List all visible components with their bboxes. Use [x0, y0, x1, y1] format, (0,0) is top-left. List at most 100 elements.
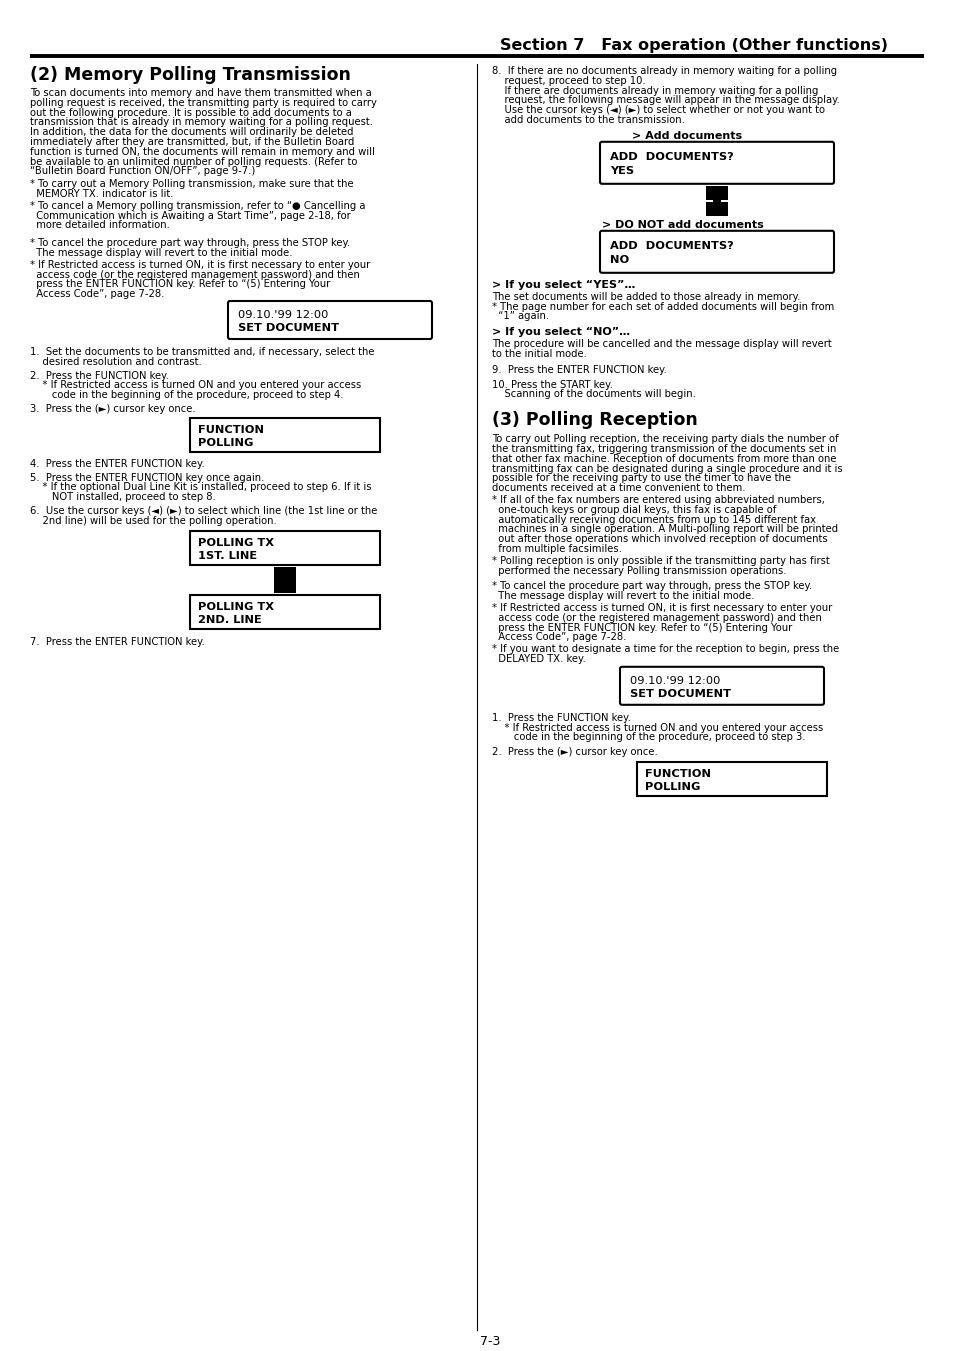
- Text: “Bulletin Board Function ON/OFF”, page 9-7.): “Bulletin Board Function ON/OFF”, page 9…: [30, 166, 255, 177]
- Text: press the ENTER FUNCTION key. Refer to “(5) Entering Your: press the ENTER FUNCTION key. Refer to “…: [30, 280, 330, 289]
- Text: transmitting fax can be designated during a single procedure and it is: transmitting fax can be designated durin…: [492, 463, 841, 474]
- Text: POLLING TX: POLLING TX: [198, 538, 274, 547]
- Text: POLLING TX: POLLING TX: [198, 601, 274, 612]
- Text: code in the beginning of the procedure, proceed to step 3.: code in the beginning of the procedure, …: [492, 732, 804, 743]
- Text: ADD  DOCUMENTS?: ADD DOCUMENTS?: [609, 151, 733, 162]
- Text: POLLING: POLLING: [644, 782, 700, 792]
- Text: that other fax machine. Reception of documents from more than one: that other fax machine. Reception of doc…: [492, 454, 836, 463]
- Text: more detailed information.: more detailed information.: [30, 220, 170, 231]
- Text: machines in a single operation. A Multi-polling report will be printed: machines in a single operation. A Multi-…: [492, 524, 838, 535]
- Text: The message display will revert to the initial mode.: The message display will revert to the i…: [492, 592, 754, 601]
- Text: polling request is received, the transmitting party is required to carry: polling request is received, the transmi…: [30, 97, 376, 108]
- Text: 5.  Press the ENTER FUNCTION key once again.: 5. Press the ENTER FUNCTION key once aga…: [30, 473, 264, 482]
- Text: * If Restricted access is turned ON and you entered your access: * If Restricted access is turned ON and …: [30, 381, 361, 390]
- Text: * If the optional Dual Line Kit is installed, proceed to step 6. If it is: * If the optional Dual Line Kit is insta…: [30, 482, 371, 492]
- Text: Use the cursor keys (◄) (►) to select whether or not you want to: Use the cursor keys (◄) (►) to select wh…: [492, 105, 824, 115]
- Text: Communication which is Awaiting a Start Time”, page 2-18, for: Communication which is Awaiting a Start …: [30, 211, 351, 220]
- FancyBboxPatch shape: [599, 231, 833, 273]
- Text: In addition, the data for the documents will ordinarily be deleted: In addition, the data for the documents …: [30, 127, 354, 138]
- Text: If there are documents already in memory waiting for a polling: If there are documents already in memory…: [492, 85, 818, 96]
- Text: 1.  Set the documents to be transmitted and, if necessary, select the: 1. Set the documents to be transmitted a…: [30, 347, 375, 357]
- Text: The procedure will be cancelled and the message display will revert: The procedure will be cancelled and the …: [492, 339, 831, 349]
- Text: 3.  Press the (►) cursor key once.: 3. Press the (►) cursor key once.: [30, 404, 195, 413]
- Polygon shape: [705, 186, 727, 216]
- Text: 7.  Press the ENTER FUNCTION key.: 7. Press the ENTER FUNCTION key.: [30, 636, 205, 647]
- Text: POLLING: POLLING: [198, 438, 253, 447]
- Bar: [190, 594, 379, 628]
- Text: * If all of the fax numbers are entered using abbreviated numbers,: * If all of the fax numbers are entered …: [492, 494, 824, 505]
- Text: > If you select “NO”…: > If you select “NO”…: [492, 327, 630, 338]
- Text: documents received at a time convenient to them.: documents received at a time convenient …: [492, 484, 744, 493]
- Text: 2nd line) will be used for the polling operation.: 2nd line) will be used for the polling o…: [30, 516, 276, 526]
- FancyBboxPatch shape: [228, 301, 432, 339]
- Text: from multiple facsimiles.: from multiple facsimiles.: [492, 544, 621, 554]
- FancyBboxPatch shape: [619, 667, 823, 705]
- Bar: [190, 531, 379, 565]
- Text: To scan documents into memory and have them transmitted when a: To scan documents into memory and have t…: [30, 88, 372, 99]
- Text: access code (or the registered management password) and then: access code (or the registered managemen…: [492, 613, 821, 623]
- Text: access code (or the registered management password) and then: access code (or the registered managemen…: [30, 270, 359, 280]
- Text: * To cancel the procedure part way through, press the STOP key.: * To cancel the procedure part way throu…: [30, 238, 350, 249]
- Text: DELAYED TX. key.: DELAYED TX. key.: [492, 654, 585, 663]
- Text: be available to an unlimited number of polling requests. (Refer to: be available to an unlimited number of p…: [30, 157, 357, 166]
- Text: > Add documents: > Add documents: [631, 131, 741, 141]
- Text: function is turned ON, the documents will remain in memory and will: function is turned ON, the documents wil…: [30, 147, 375, 157]
- Text: the transmitting fax, triggering transmission of the documents set in: the transmitting fax, triggering transmi…: [492, 444, 836, 454]
- Text: request, the following message will appear in the message display.: request, the following message will appe…: [492, 96, 839, 105]
- Text: > If you select “YES”…: > If you select “YES”…: [492, 280, 635, 290]
- Text: * Polling reception is only possible if the transmitting party has first: * Polling reception is only possible if …: [492, 555, 829, 566]
- Text: out after those operations which involved reception of documents: out after those operations which involve…: [492, 534, 827, 544]
- Text: NO: NO: [609, 255, 629, 265]
- Text: FUNCTION: FUNCTION: [198, 424, 264, 435]
- Text: 6.  Use the cursor keys (◄) (►) to select which line (the 1st line or the: 6. Use the cursor keys (◄) (►) to select…: [30, 507, 377, 516]
- Text: press the ENTER FUNCTION key. Refer to “(5) Entering Your: press the ENTER FUNCTION key. Refer to “…: [492, 623, 791, 632]
- Text: SET DOCUMENT: SET DOCUMENT: [629, 689, 730, 698]
- Text: 2.  Press the FUNCTION key.: 2. Press the FUNCTION key.: [30, 370, 169, 381]
- Text: FUNCTION: FUNCTION: [644, 769, 710, 780]
- Text: 8.  If there are no documents already in memory waiting for a polling: 8. If there are no documents already in …: [492, 66, 836, 76]
- Text: (2) Memory Polling Transmission: (2) Memory Polling Transmission: [30, 66, 351, 84]
- Text: The set documents will be added to those already in memory.: The set documents will be added to those…: [492, 292, 800, 301]
- Text: 2.  Press the (►) cursor key once.: 2. Press the (►) cursor key once.: [492, 747, 657, 757]
- Text: Access Code”, page 7-28.: Access Code”, page 7-28.: [30, 289, 164, 299]
- Text: out the following procedure. It is possible to add documents to a: out the following procedure. It is possi…: [30, 108, 352, 118]
- Polygon shape: [274, 566, 295, 593]
- Text: MEMORY TX. indicator is lit.: MEMORY TX. indicator is lit.: [30, 189, 173, 199]
- Text: * If Restricted access is turned ON and you entered your access: * If Restricted access is turned ON and …: [492, 723, 822, 732]
- Text: * To cancel the procedure part way through, press the STOP key.: * To cancel the procedure part way throu…: [492, 581, 811, 592]
- Text: 1ST. LINE: 1ST. LINE: [198, 551, 257, 561]
- Text: Section 7   Fax operation (Other functions): Section 7 Fax operation (Other functions…: [499, 38, 887, 53]
- Text: transmission that is already in memory waiting for a polling request.: transmission that is already in memory w…: [30, 118, 373, 127]
- Text: automatically receiving documents from up to 145 different fax: automatically receiving documents from u…: [492, 515, 815, 524]
- Text: To carry out Polling reception, the receiving party dials the number of: To carry out Polling reception, the rece…: [492, 434, 838, 444]
- Text: * The page number for each set of added documents will begin from: * The page number for each set of added …: [492, 301, 833, 312]
- Text: ADD  DOCUMENTS?: ADD DOCUMENTS?: [609, 240, 733, 251]
- Text: * To cancel a Memory polling transmission, refer to “● Cancelling a: * To cancel a Memory polling transmissio…: [30, 201, 365, 211]
- Text: 09.10.'99 12:00: 09.10.'99 12:00: [237, 309, 328, 320]
- Text: Access Code”, page 7-28.: Access Code”, page 7-28.: [492, 632, 626, 642]
- Text: * To carry out a Memory Polling transmission, make sure that the: * To carry out a Memory Polling transmis…: [30, 180, 354, 189]
- Text: 2ND. LINE: 2ND. LINE: [198, 615, 261, 624]
- Text: NOT installed, proceed to step 8.: NOT installed, proceed to step 8.: [30, 492, 215, 503]
- Text: 9.  Press the ENTER FUNCTION key.: 9. Press the ENTER FUNCTION key.: [492, 365, 666, 374]
- Text: 09.10.'99 12:00: 09.10.'99 12:00: [629, 676, 720, 686]
- Text: 1.  Press the FUNCTION key.: 1. Press the FUNCTION key.: [492, 713, 630, 723]
- Bar: [190, 417, 379, 451]
- Text: Scanning of the documents will begin.: Scanning of the documents will begin.: [492, 389, 695, 400]
- Text: immediately after they are transmitted, but, if the Bulletin Board: immediately after they are transmitted, …: [30, 136, 354, 147]
- Text: one-touch keys or group dial keys, this fax is capable of: one-touch keys or group dial keys, this …: [492, 505, 776, 515]
- Text: performed the necessary Polling transmission operations.: performed the necessary Polling transmis…: [492, 566, 785, 576]
- Text: (3) Polling Reception: (3) Polling Reception: [492, 411, 697, 430]
- Text: possible for the receiving party to use the timer to have the: possible for the receiving party to use …: [492, 473, 790, 484]
- Text: request, proceed to step 10.: request, proceed to step 10.: [492, 76, 645, 86]
- Text: add documents to the transmission.: add documents to the transmission.: [492, 115, 684, 126]
- Text: YES: YES: [609, 166, 634, 176]
- Text: * If Restricted access is turned ON, it is first necessary to enter your: * If Restricted access is turned ON, it …: [30, 259, 370, 270]
- Text: 4.  Press the ENTER FUNCTION key.: 4. Press the ENTER FUNCTION key.: [30, 459, 205, 469]
- Text: * If Restricted access is turned ON, it is first necessary to enter your: * If Restricted access is turned ON, it …: [492, 603, 831, 613]
- Text: > DO NOT add documents: > DO NOT add documents: [601, 220, 763, 230]
- Text: The message display will revert to the initial mode.: The message display will revert to the i…: [30, 249, 293, 258]
- Text: code in the beginning of the procedure, proceed to step 4.: code in the beginning of the procedure, …: [30, 390, 343, 400]
- Text: * If you want to designate a time for the reception to begin, press the: * If you want to designate a time for th…: [492, 644, 839, 654]
- Text: SET DOCUMENT: SET DOCUMENT: [237, 323, 338, 332]
